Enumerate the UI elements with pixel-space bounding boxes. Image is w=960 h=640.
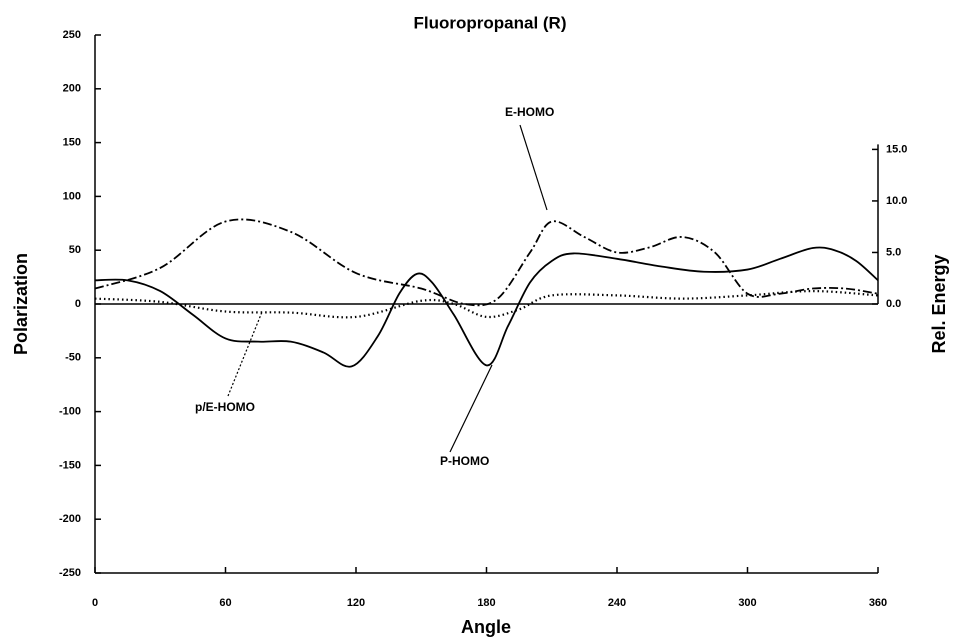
x-tick-label: 0 — [92, 597, 98, 609]
annotation: P-HOMO — [440, 454, 489, 468]
y2-tick-label: 15.0 — [886, 143, 907, 155]
annotation: p/E-HOMO — [195, 400, 255, 414]
series-line — [94, 218, 879, 307]
leader-pe-homo — [227, 311, 263, 397]
y-tick-label: 150 — [63, 137, 81, 149]
y-tick-label: 100 — [63, 190, 81, 202]
y2-axis-label: Rel. Energy — [929, 254, 949, 353]
x-tick-label: 60 — [219, 597, 231, 609]
y-tick-label: -250 — [59, 567, 81, 579]
y-tick-label: 50 — [69, 244, 81, 256]
series-line — [94, 289, 879, 319]
y2-tick-label: 10.0 — [886, 195, 907, 207]
x-axis-label: Angle — [461, 617, 511, 637]
y-tick-label: 250 — [63, 29, 81, 41]
chart-title: Fluoropropanal (R) — [414, 13, 567, 32]
series-line — [94, 246, 879, 368]
annotation: E-HOMO — [505, 105, 554, 119]
leader-e-homo — [519, 124, 548, 211]
leader-lines — [227, 124, 548, 453]
y-tick-label: 0 — [75, 298, 81, 310]
y2-tick-label: 5.0 — [886, 246, 901, 258]
y-tick-label: -200 — [59, 513, 81, 525]
x-tick-label: 240 — [608, 597, 626, 609]
y-tick-label: 200 — [63, 83, 81, 95]
y-tick-label: -50 — [65, 352, 81, 364]
y2-tick-label: 0.0 — [886, 298, 901, 310]
x-tick-label: 180 — [477, 597, 495, 609]
y-tick-label: -100 — [59, 406, 81, 418]
x-tick-label: 120 — [347, 597, 365, 609]
y-tick-label: -150 — [59, 459, 81, 471]
y-axis-label: Polarization — [11, 253, 31, 355]
leader-p-homo — [449, 364, 493, 453]
x-tick-label: 360 — [869, 597, 887, 609]
x-tick-label: 300 — [738, 597, 756, 609]
